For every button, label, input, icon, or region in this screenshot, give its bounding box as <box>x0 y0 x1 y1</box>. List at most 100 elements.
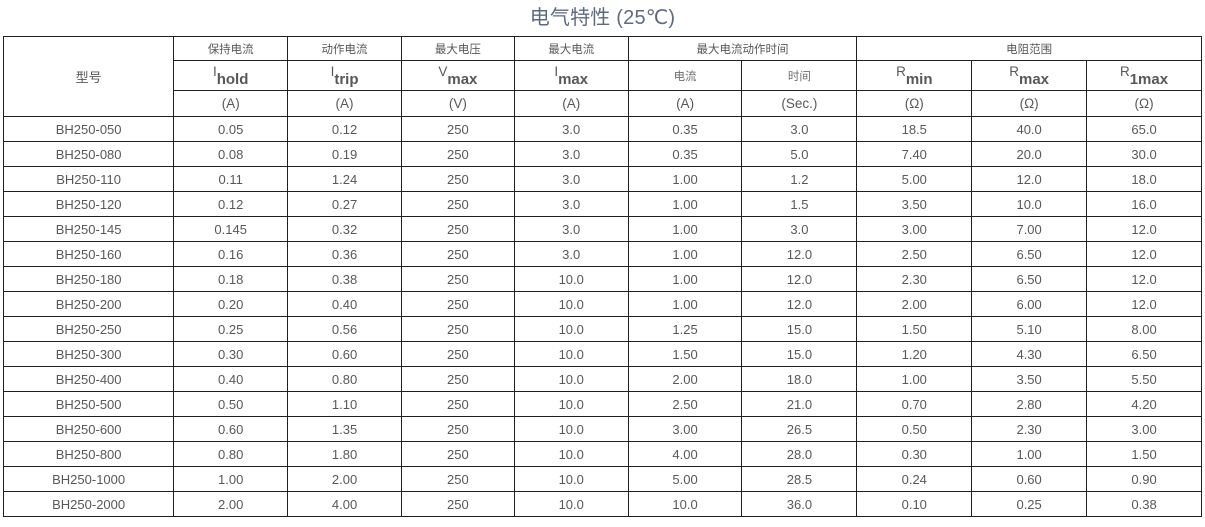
cell-r1max: 6.50 <box>1086 341 1202 367</box>
cell-rmin: 0.50 <box>856 416 973 442</box>
table-row: BH250-250 0.25 0.56 250 10.0 1.25 15.0 1.50 5.10… <box>2 316 1202 342</box>
cell-time: 1.2 <box>741 166 858 192</box>
cell-imax: 10.0 <box>513 291 629 317</box>
symbol-sub: min <box>905 70 933 88</box>
cell-time: 28.0 <box>741 441 858 467</box>
table-row: BH250-2000 2.00 4.00 250 10.0 10.0 36.0 0.10 0.2… <box>2 491 1202 517</box>
cell-itrip: 1.24 <box>287 166 402 192</box>
table-row: BH250-180 0.18 0.38 250 10.0 1.00 12.0 2.30 6.50… <box>2 266 1202 292</box>
header-group-resistance-range: 电阻范围 <box>856 36 1202 61</box>
cell-itrip: 1.80 <box>287 441 402 467</box>
cell-itrip: 2.00 <box>287 466 402 492</box>
cell-cur: 3.00 <box>627 416 743 442</box>
cell-time: 12.0 <box>741 291 858 317</box>
cell-model: BH250-500 <box>2 391 175 417</box>
cell-model: BH250-160 <box>2 241 175 267</box>
table-head: 型号 保持电流 动作电流 最大电压 最大电流 最大电流动作时间 电阻范围 Iho… <box>2 36 1202 117</box>
cell-time: 15.0 <box>741 341 858 367</box>
cell-cur: 1.00 <box>627 166 743 192</box>
cell-vmax: 250 <box>400 316 515 342</box>
cell-vmax: 250 <box>400 191 515 217</box>
cell-rmax: 10.0 <box>971 191 1088 217</box>
cell-cur: 1.00 <box>627 266 743 292</box>
cell-vmax: 250 <box>400 266 515 292</box>
cell-model: BH250-2000 <box>2 491 175 517</box>
symbol-lead: R <box>896 63 906 79</box>
cell-rmin: 0.10 <box>856 491 973 517</box>
electrical-characteristics-table: 型号 保持电流 动作电流 最大电压 最大电流 最大电流动作时间 电阻范围 Iho… <box>2 36 1202 517</box>
cell-rmax: 5.10 <box>971 316 1088 342</box>
header-model: 型号 <box>2 36 175 117</box>
table-body: BH250-050 0.05 0.12 250 3.0 0.35 3.0 18.5 40.0 65… <box>2 116 1202 517</box>
header-group-vmax: 最大电压 <box>400 36 515 61</box>
cell-rmin: 1.50 <box>856 316 973 342</box>
cell-r1max: 0.90 <box>1086 466 1202 492</box>
cell-r1max: 0.38 <box>1086 491 1202 517</box>
cell-cur: 1.00 <box>627 216 743 242</box>
cell-time: 3.0 <box>741 116 858 142</box>
cell-ihold: 0.60 <box>173 416 289 442</box>
symbol-sub: trip <box>334 70 359 88</box>
cell-rmin: 18.5 <box>856 116 973 142</box>
cell-imax: 10.0 <box>513 341 629 367</box>
symbol-lead: R <box>1119 63 1130 79</box>
cell-vmax: 250 <box>400 391 515 417</box>
cell-itrip: 0.80 <box>287 366 402 392</box>
cell-model: BH250-050 <box>2 116 175 142</box>
table-row: BH250-145 0.145 0.32 250 3.0 1.00 3.0 3.00 7.00 1… <box>2 216 1202 242</box>
symbol-sub: max <box>1018 70 1050 88</box>
cell-imax: 3.0 <box>513 166 629 192</box>
cell-rmin: 2.50 <box>856 241 973 267</box>
header-symbol-ihold: Ihold <box>173 60 289 91</box>
cell-r1max: 12.0 <box>1086 241 1202 267</box>
cell-time: 12.0 <box>741 241 858 267</box>
cell-time: 1.5 <box>741 191 858 217</box>
symbol-lead: I <box>554 63 559 79</box>
cell-itrip: 1.35 <box>287 416 402 442</box>
cell-ihold: 0.40 <box>173 366 289 392</box>
cell-r1max: 12.0 <box>1086 266 1202 292</box>
cell-model: BH250-300 <box>2 341 175 367</box>
cell-imax: 10.0 <box>513 391 629 417</box>
cell-rmax: 0.25 <box>971 491 1088 517</box>
cell-time: 15.0 <box>741 316 858 342</box>
cell-rmax: 3.50 <box>971 366 1088 392</box>
cell-vmax: 250 <box>400 491 515 517</box>
header-unit-itrip: (A) <box>287 90 402 117</box>
cell-itrip: 0.56 <box>287 316 402 342</box>
cell-r1max: 12.0 <box>1086 216 1202 242</box>
cell-model: BH250-200 <box>2 291 175 317</box>
cell-model: BH250-080 <box>2 141 175 167</box>
cell-time: 26.5 <box>741 416 858 442</box>
cell-cur: 4.00 <box>627 441 743 467</box>
cell-imax: 10.0 <box>513 416 629 442</box>
header-unit-imax: (A) <box>513 90 629 117</box>
cell-rmin: 2.30 <box>856 266 973 292</box>
header-unit-current: (A) <box>627 90 743 117</box>
cell-model: BH250-1000 <box>2 466 175 492</box>
cell-r1max: 65.0 <box>1086 116 1202 142</box>
cell-model: BH250-180 <box>2 266 175 292</box>
cell-cur: 2.50 <box>627 391 743 417</box>
cell-imax: 3.0 <box>513 141 629 167</box>
cell-itrip: 0.36 <box>287 241 402 267</box>
cell-ihold: 0.18 <box>173 266 289 292</box>
table-row: BH250-300 0.30 0.60 250 10.0 1.50 15.0 1.20 4.30… <box>2 341 1202 367</box>
cell-cur: 1.50 <box>627 341 743 367</box>
cell-time: 5.0 <box>741 141 858 167</box>
cell-vmax: 250 <box>400 291 515 317</box>
header-symbol-itrip: Itrip <box>287 60 402 91</box>
cell-r1max: 16.0 <box>1086 191 1202 217</box>
header-unit-ihold: (A) <box>173 90 289 117</box>
cell-ihold: 0.145 <box>173 216 289 242</box>
cell-ihold: 0.11 <box>173 166 289 192</box>
cell-imax: 10.0 <box>513 466 629 492</box>
cell-model: BH250-600 <box>2 416 175 442</box>
cell-itrip: 0.12 <box>287 116 402 142</box>
cell-ihold: 0.16 <box>173 241 289 267</box>
cell-rmin: 0.70 <box>856 391 973 417</box>
table-row: BH250-400 0.40 0.80 250 10.0 2.00 18.0 1.00 3.50… <box>2 366 1202 392</box>
cell-rmin: 3.50 <box>856 191 973 217</box>
cell-ihold: 0.12 <box>173 191 289 217</box>
cell-ihold: 0.20 <box>173 291 289 317</box>
